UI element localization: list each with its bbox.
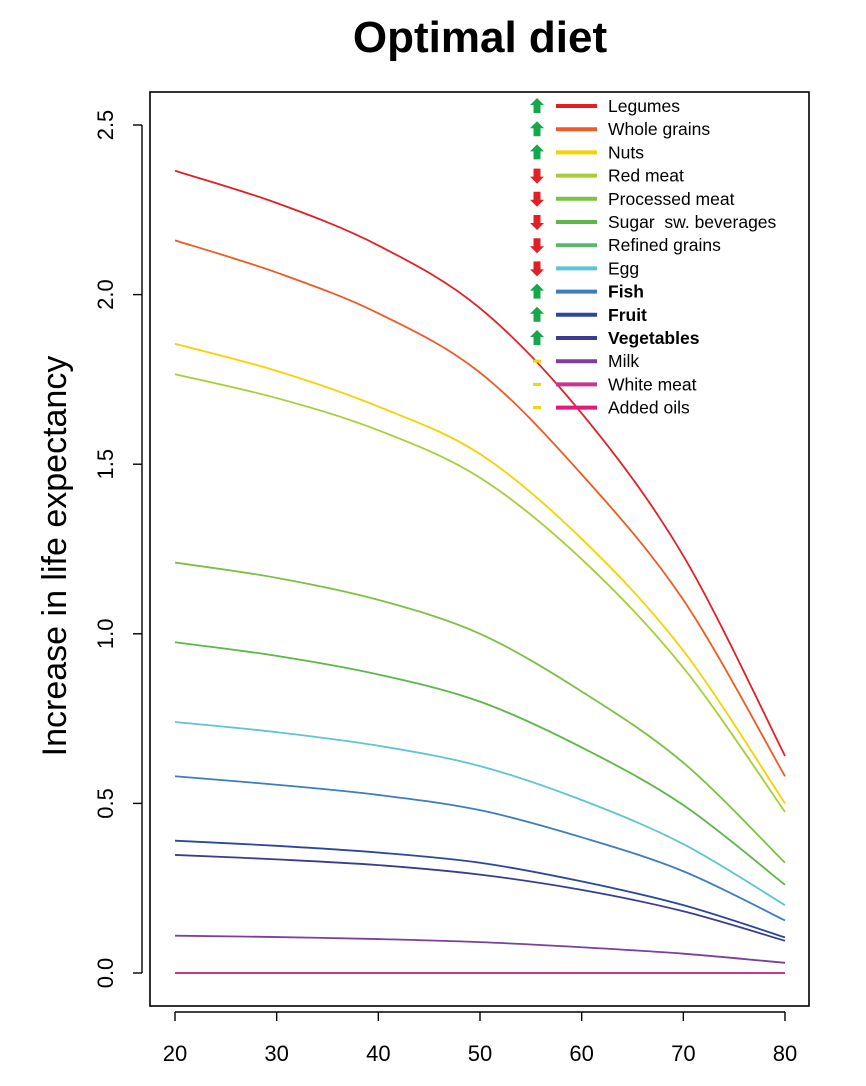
x-tick-label: 50	[468, 1041, 492, 1066]
legend-item-refined-grains: Refined grains	[530, 235, 721, 255]
y-tick-label: 2.5	[93, 110, 118, 141]
down-arrow-icon	[530, 168, 544, 184]
series-line-egg	[174, 721, 786, 906]
legend-item-vegetables: Vegetables	[530, 328, 700, 348]
legend-label: White meat	[608, 374, 697, 394]
series-line-red-meat	[174, 373, 786, 813]
y-axis-label: Increase in life expectancy	[36, 356, 74, 757]
y-tick-label: 2.0	[93, 279, 118, 310]
up-arrow-icon	[530, 283, 544, 299]
legend-label: Refined grains	[608, 235, 721, 255]
legend-item-nuts: Nuts	[530, 142, 644, 162]
legend-item-whole-grains: Whole grains	[530, 119, 710, 139]
series-line-sugar-sw-beverages	[174, 641, 786, 886]
legend-label: Nuts	[608, 142, 644, 162]
x-tick-label: 20	[163, 1041, 187, 1066]
chart-title: Optimal diet	[353, 13, 608, 62]
y-tick-label: 1.5	[93, 449, 118, 480]
x-tick-label: 80	[773, 1041, 797, 1066]
up-arrow-icon	[530, 144, 544, 160]
series-line-vegetables	[174, 854, 786, 942]
legend: Legumes Whole grains Nuts Red meat Processed…	[530, 96, 777, 418]
legend-label: Whole grains	[608, 119, 710, 139]
series-line-whole-grains	[174, 239, 786, 777]
down-arrow-icon	[530, 238, 544, 254]
legend-item-fruit: Fruit	[530, 305, 647, 325]
down-arrow-icon	[530, 215, 544, 230]
legend-item-sugar-sw-beverages: Sugar sw. beverages	[530, 212, 777, 232]
neutral-dash-icon	[533, 359, 541, 363]
legend-label: Processed meat	[608, 189, 735, 209]
legend-item-legumes: Legumes	[530, 96, 680, 116]
legend-label: Legumes	[608, 96, 680, 116]
legend-label: Fruit	[608, 305, 647, 325]
down-arrow-icon	[530, 191, 544, 207]
legend-label: Egg	[608, 258, 639, 278]
legend-label: Fish	[608, 282, 644, 302]
legend-item-fish: Fish	[530, 282, 644, 302]
x-axis: 20 30 40 50 60 70 80	[163, 1011, 797, 1066]
legend-label: Sugar sw. beverages	[608, 212, 777, 232]
legend-item-red-meat: Red meat	[530, 166, 684, 186]
up-arrow-icon	[530, 121, 544, 137]
x-tick-label: 40	[366, 1041, 390, 1066]
series-line-fruit	[174, 839, 786, 939]
series-lines	[174, 169, 786, 974]
legend-label: Added oils	[608, 398, 690, 418]
y-axis: 0.0 0.5 1.0 1.5 2.0 2.5	[93, 110, 143, 989]
series-line-milk	[174, 934, 786, 964]
legend-item-added-oils: Added oils	[533, 398, 690, 418]
neutral-dash-icon	[533, 406, 541, 410]
x-tick-label: 30	[264, 1041, 288, 1066]
series-line-nuts	[174, 342, 786, 804]
y-tick-label: 0.0	[93, 958, 118, 989]
legend-item-egg: Egg	[530, 258, 639, 278]
x-tick-label: 60	[569, 1041, 593, 1066]
neutral-dash-icon	[533, 382, 541, 386]
y-tick-label: 0.5	[93, 788, 118, 819]
legend-item-processed-meat: Processed meat	[530, 189, 735, 209]
legend-item-milk: Milk	[533, 351, 639, 371]
series-line-processed-meat	[174, 561, 786, 864]
up-arrow-icon	[530, 330, 544, 345]
series-line-fish	[174, 775, 786, 922]
up-arrow-icon	[530, 98, 544, 113]
series-line-legumes	[174, 169, 786, 757]
legend-label: Red meat	[608, 166, 684, 186]
down-arrow-icon	[530, 261, 544, 277]
y-tick-label: 1.0	[93, 619, 118, 650]
up-arrow-icon	[530, 306, 544, 322]
legend-item-white-meat: White meat	[533, 374, 697, 394]
legend-label: Vegetables	[608, 328, 700, 348]
plot-area-frame	[149, 91, 810, 1007]
legend-label: Milk	[608, 351, 639, 371]
x-tick-label: 70	[671, 1041, 695, 1066]
